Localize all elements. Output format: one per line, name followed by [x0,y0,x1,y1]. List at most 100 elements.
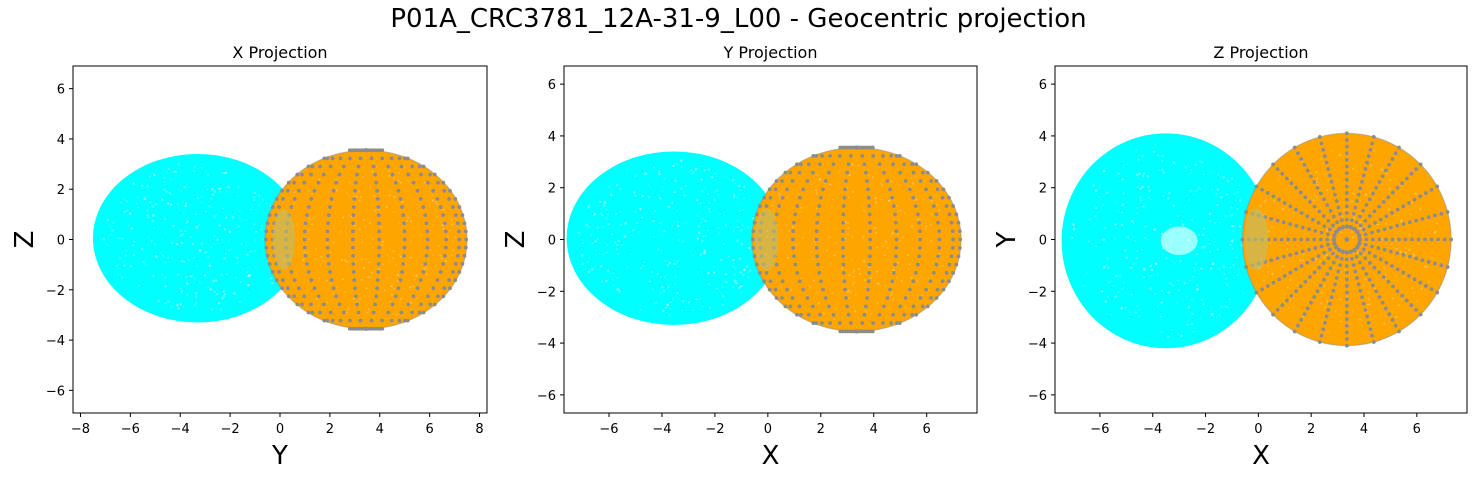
grid-marker [1401,253,1406,257]
sphere-speck [395,314,398,316]
cloud-gap [1169,223,1172,226]
sphere-speck [302,263,304,265]
cloud-gap [587,226,590,229]
grid-marker [1281,254,1286,259]
grid-marker [788,170,793,175]
sphere-speck [368,261,370,264]
sphere-speck [899,240,901,242]
cloud-gap [123,210,126,213]
sphere-speck [1284,230,1287,233]
grid-marker [1331,237,1337,242]
cloud-gap [171,193,173,195]
grid-marker [1373,221,1377,225]
sphere-speck [1323,284,1326,287]
cloud-gap [733,279,737,283]
sphere-speck [389,248,391,250]
sphere-speck [801,237,804,239]
grid-marker [321,302,326,307]
sphere-speck [852,272,854,274]
cloud-gap [1165,257,1168,260]
grid-marker [773,287,778,292]
cloud-gap [1104,226,1106,229]
cloud-gap [167,167,170,171]
x-axis-label: X [1252,441,1270,471]
cloud-gap [657,194,660,197]
sphere-speck [1322,309,1324,312]
sphere-speck [1368,303,1371,306]
grid-marker [1433,213,1437,218]
grid-marker [935,187,940,192]
grid-marker [1358,186,1363,191]
cloud-gap [1104,300,1108,303]
cloud-gap [599,200,602,203]
cloud-gap [675,162,678,165]
sphere-speck [396,314,399,316]
cloud-gap [214,279,218,282]
sphere-speck [364,226,367,229]
sphere-speck [388,174,391,177]
cloud-gap [126,209,128,212]
grid-marker [377,253,381,258]
sphere-speck [1389,203,1392,205]
grid-marker [380,318,385,323]
cloud-gap [602,253,604,256]
cloud-gap [1184,283,1186,285]
grid-marker [877,162,882,167]
cloud-gap [683,194,686,197]
cloud-gap [149,175,152,178]
grid-marker [398,278,403,282]
sphere-speck [409,256,412,259]
grid-marker [903,296,908,300]
cloud-gap [620,224,622,226]
cloud-gap [179,303,182,306]
grid-marker [1367,197,1372,202]
grid-marker [337,302,342,307]
sphere-speck [1287,307,1290,309]
sphere-speck [399,181,402,184]
grid-marker [1348,249,1354,255]
sphere-speck [876,246,879,249]
grid-marker [400,205,404,209]
grid-marker [840,237,845,242]
cloud-gap [731,178,735,182]
grid-marker [815,220,820,225]
grid-marker [334,294,339,299]
cloud-gap [1238,184,1241,187]
cloud-gap [653,236,655,238]
sphere-speck [1410,213,1412,216]
cloud-gap [123,199,126,201]
sphere-speck [1371,243,1373,245]
sphere-speck [874,201,878,204]
grid-marker [1384,237,1388,242]
sphere-speck [1395,275,1397,277]
cloud-gap [653,166,656,169]
grid-marker [1333,192,1337,197]
grid-marker [325,245,330,250]
grid-marker [410,310,415,315]
grid-marker [402,229,407,234]
sphere-speck [835,308,838,310]
grid-marker [866,279,871,284]
sphere-speck [1352,236,1355,239]
y-tick-label: 0 [57,234,65,249]
cloud-gap [1200,267,1203,270]
cloud-gap [1224,215,1227,218]
grid-marker [877,312,882,317]
grid-marker [1351,211,1356,216]
sphere-speck [397,180,400,182]
sphere-speck [1405,247,1407,249]
cloud-gap [1114,274,1118,278]
cloud-gap [1201,246,1204,249]
sphere-speck [1324,173,1327,175]
cloud-gap [718,232,721,235]
cloud-gap [1196,288,1199,291]
cloud-gap [682,300,685,303]
grid-marker [1391,190,1395,195]
cloud-gap [205,210,208,213]
grid-marker [1322,277,1326,282]
cloud-gap [667,286,670,289]
cloud-gap [174,170,177,173]
cloud-gap [146,209,149,212]
sphere-speck [1279,176,1281,178]
cloud-gap [736,219,739,222]
